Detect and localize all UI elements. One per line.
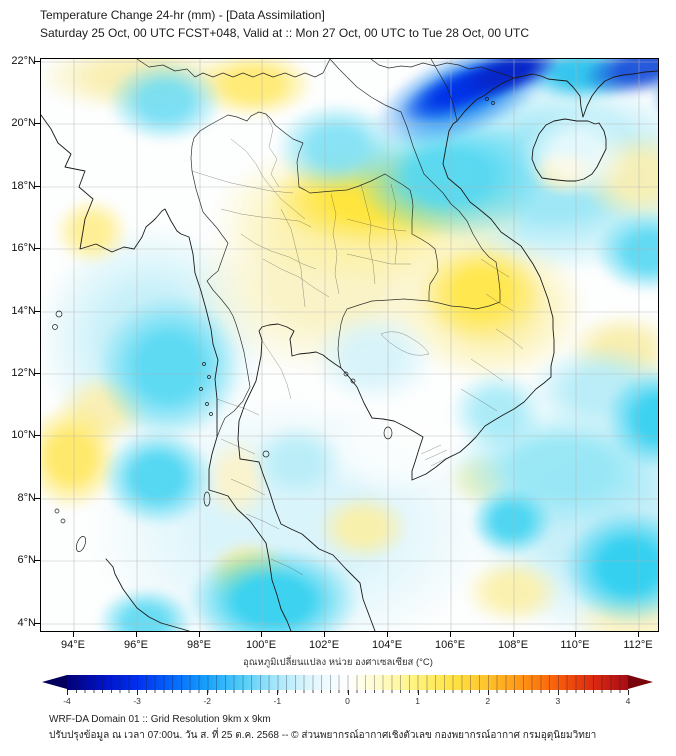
heat-blob: [41, 183, 144, 279]
lat-label: 20°N: [11, 117, 36, 129]
lon-label: 102°E: [308, 639, 340, 651]
coastlines: [41, 70, 658, 631]
y-tick: [34, 123, 40, 124]
lat-label: 8°N: [17, 492, 36, 504]
figure-subtitle: Saturday 25 Oct, 00 UTC FCST+048, Valid …: [40, 26, 529, 40]
map-canvas: [40, 58, 659, 632]
temperature-anomaly-layer: [41, 59, 658, 631]
x-tick: [513, 631, 514, 637]
y-tick: [34, 623, 40, 624]
colorbar-right-arrow: [628, 675, 653, 689]
x-tick: [575, 631, 576, 637]
lon-label: 106°E: [434, 639, 466, 651]
colorbar-cell-lines: [67, 675, 628, 690]
lon-label: 104°E: [371, 639, 403, 651]
lat-label: 14°N: [11, 305, 36, 317]
colorbar-major-tick: [137, 690, 139, 695]
heat-blob: [85, 59, 245, 159]
colorbar-left-arrow: [42, 675, 67, 689]
lat-label: 18°N: [11, 180, 36, 192]
footer: WRF-DA Domain 01 :: Grid Resolution 9km …: [49, 712, 596, 744]
lon-label: 112°E: [623, 639, 653, 651]
colorbar-major-tick: [277, 690, 279, 695]
x-tick: [324, 631, 325, 637]
lat-label: 6°N: [17, 554, 36, 566]
colorbar-tick-label: -4: [63, 696, 71, 706]
colorbar-major-tick: [67, 690, 68, 695]
lon-label: 94°E: [61, 639, 85, 651]
x-tick: [638, 631, 639, 637]
lat-label: 4°N: [17, 617, 36, 629]
colorbar-label: อุณหภูมิเปลี่ยนแปลง หน่วย องศาเซลเซียส (…: [243, 657, 433, 668]
x-tick: [136, 631, 137, 637]
heat-blob: [584, 349, 658, 489]
y-tick: [34, 560, 40, 561]
tonle-sap-lake: [380, 331, 430, 356]
x-tick: [73, 631, 74, 637]
colorbar-tick-label: 3: [555, 696, 561, 706]
x-tick: [199, 631, 200, 637]
lat-label: 10°N: [11, 429, 36, 441]
colorbar-ticks: -4 -3 -2 -1 0 1 2 3 4: [63, 690, 630, 708]
colorbar-tick-label: 4: [625, 696, 631, 706]
colorbar-major-tick: [628, 690, 629, 695]
y-tick: [34, 373, 40, 374]
lon-label: 110°E: [560, 639, 590, 651]
footer-domain-info: WRF-DA Domain 01 :: Grid Resolution 9km …: [49, 714, 271, 725]
colorbar-major-tick: [557, 690, 559, 695]
lat-label: 16°N: [11, 242, 36, 254]
country-borders: [136, 59, 515, 438]
colorbar-major-tick: [207, 690, 209, 695]
colorbar-major-tick: [417, 690, 419, 695]
y-tick: [34, 498, 40, 499]
lat-label: 12°N: [11, 367, 36, 379]
lon-label: 98°E: [187, 639, 211, 651]
province-borders: [191, 113, 524, 576]
y-tick: [34, 435, 40, 436]
lon-label: 108°E: [497, 639, 529, 651]
sumatra-coast: [105, 558, 190, 631]
lon-label: 100°E: [245, 639, 277, 651]
y-tick: [34, 248, 40, 249]
title-block: Temperature Change 24-hr (mm) - [Data As…: [40, 6, 529, 42]
lon-label: 96°E: [124, 639, 148, 651]
colorbar-gradient: [67, 675, 628, 690]
y-tick: [34, 61, 40, 62]
x-tick: [450, 631, 451, 637]
y-tick: [34, 186, 40, 187]
colorbar-tick-label: -3: [133, 696, 141, 706]
colorbar-tick-label: -2: [203, 696, 212, 706]
lat-label: 22°N: [11, 55, 36, 67]
y-tick: [34, 311, 40, 312]
geography-overlay: [41, 59, 658, 631]
colorbar-major-tick: [347, 690, 349, 695]
small-islands: [52, 97, 495, 552]
colorbar-major-tick: [487, 690, 489, 695]
colorbar-tick-label: 2: [485, 696, 491, 706]
colorbar-tick-label: 0: [345, 696, 350, 706]
x-tick: [261, 631, 262, 637]
heat-blob: [77, 573, 213, 631]
footer-credit: ปรับปรุงข้อมูล ณ เวลา 07:00น. วัน ส. ที่…: [49, 730, 597, 741]
x-tick: [387, 631, 388, 637]
grid-lines: [41, 59, 658, 631]
colorbar-tick-label: -1: [273, 696, 282, 706]
colorbar-tick-label: 1: [415, 696, 420, 706]
heat-blob: [536, 487, 658, 631]
figure-title: Temperature Change 24-hr (mm) - [Data As…: [40, 8, 325, 22]
hainan-island: [531, 118, 607, 182]
